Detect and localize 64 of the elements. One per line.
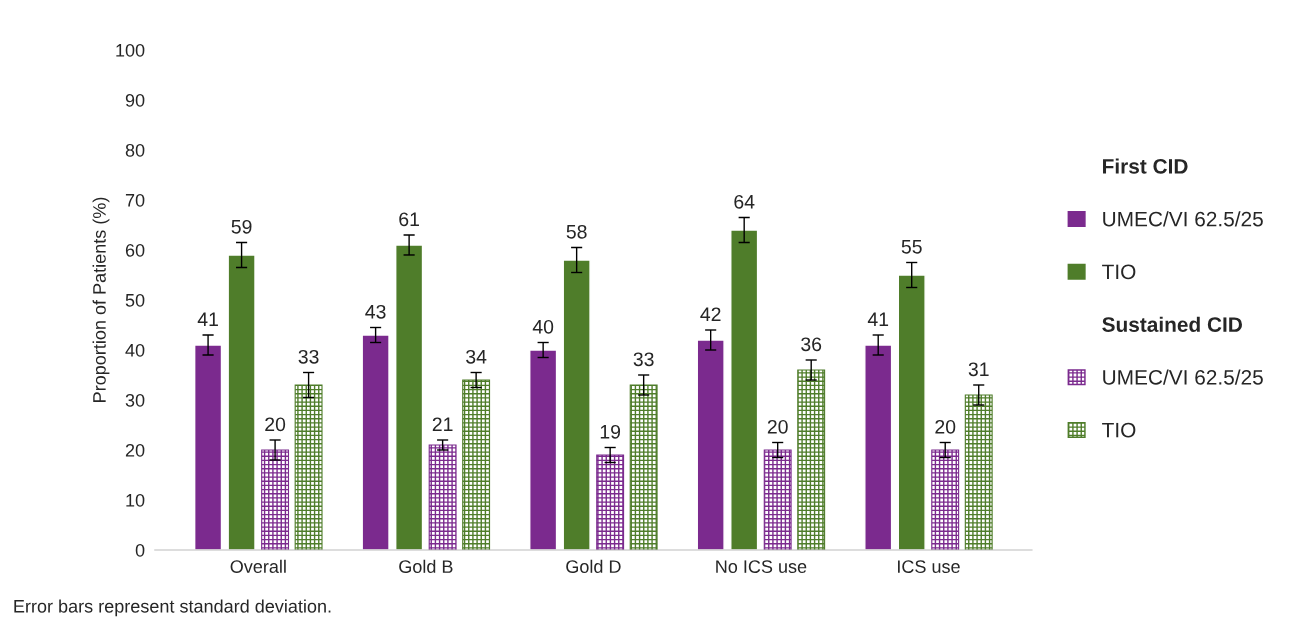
x-tick-label: Gold D: [566, 559, 621, 573]
bar: [596, 454, 625, 550]
data-label: 34: [466, 349, 487, 364]
bar: [897, 274, 926, 550]
bar: [529, 349, 558, 550]
y-tick-label: 80: [125, 143, 145, 157]
bar: [361, 334, 390, 550]
data-label: 19: [600, 424, 621, 439]
bar: [395, 244, 424, 550]
bar: [931, 449, 960, 550]
x-tick-label: ICS use: [898, 560, 960, 573]
bar: [462, 379, 491, 550]
bar: [730, 229, 759, 550]
legend-label: TIO: [1102, 264, 1136, 280]
y-tick-label: 20: [125, 443, 145, 457]
data-label: 31: [968, 362, 989, 377]
x-tick-label: Overall: [230, 559, 286, 573]
y-tick-label: 100: [116, 43, 145, 57]
y-tick-label: 60: [125, 243, 145, 257]
y-tick-label: 0: [135, 543, 145, 557]
data-label: 20: [767, 419, 788, 434]
bar: [696, 339, 725, 550]
data-label: 58: [566, 224, 587, 239]
data-label: 20: [935, 419, 956, 434]
bar: [428, 444, 457, 550]
legend-label: TIO: [1102, 422, 1136, 438]
bar: [261, 449, 290, 550]
data-label: 59: [231, 219, 252, 234]
data-label: 64: [734, 194, 755, 209]
data-label: 42: [700, 307, 721, 321]
y-axis-title: Proportion of Patients (%): [92, 197, 110, 402]
bar: [864, 344, 893, 550]
data-label: 43: [365, 304, 386, 319]
y-tick-label: 10: [126, 493, 145, 507]
text: Sustained CID: [1102, 316, 1242, 332]
bar: [964, 394, 993, 550]
data-label: 20: [265, 417, 286, 432]
data-label: 36: [801, 337, 822, 352]
data-label: 33: [633, 352, 654, 367]
data-label: 33: [298, 349, 319, 364]
y-tick-label: 70: [125, 193, 145, 207]
text: First CID: [1103, 158, 1188, 174]
y-tick-label: 90: [125, 93, 145, 107]
bar: [227, 254, 256, 550]
text: Error bars represent standard deviation.: [14, 599, 331, 617]
y-tick-label: 50: [125, 293, 145, 307]
bar: [763, 449, 792, 550]
data-label: 21: [432, 417, 453, 431]
data-label: 55: [901, 240, 922, 254]
data-label: 61: [399, 212, 419, 227]
x-tick-label: No ICS use: [716, 560, 807, 573]
bar: [562, 259, 591, 550]
legend-label: UMEC/VI 62.5/25: [1103, 369, 1263, 385]
legend-label: UMEC/VI 62.5/25: [1103, 211, 1263, 227]
data-label: 41: [867, 312, 889, 326]
data-label: 40: [532, 319, 554, 334]
y-tick-label: 40: [125, 343, 145, 357]
bar: [193, 344, 223, 550]
bar: [294, 384, 323, 550]
y-tick-label: 30: [125, 393, 145, 407]
x-tick-label: Gold B: [399, 559, 453, 573]
bar: [797, 369, 826, 550]
bar: [629, 384, 658, 550]
data-label: 41: [197, 312, 218, 326]
